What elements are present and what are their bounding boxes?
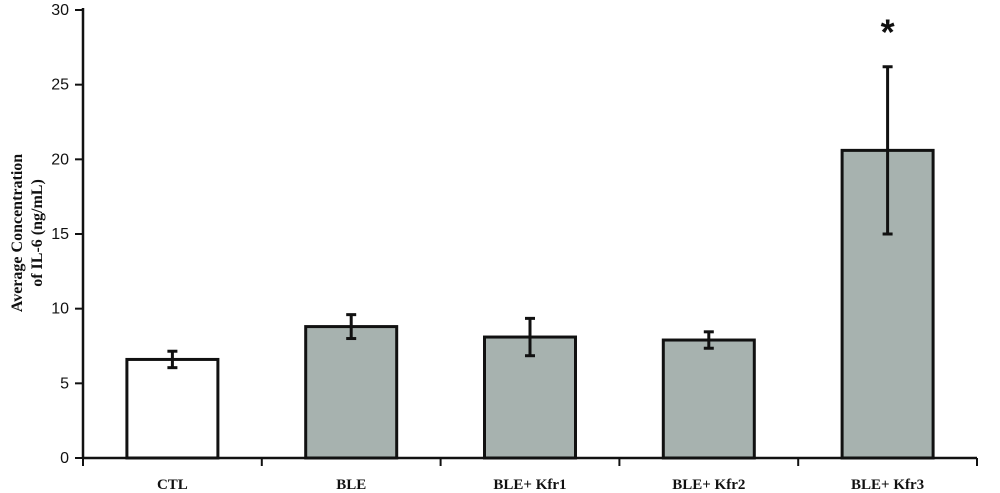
bar-ble-kfr2: [661, 338, 756, 460]
x-category-label: BLE+ Kfr3: [851, 477, 924, 493]
x-category-label: BLE: [336, 477, 366, 493]
y-axis-title-line-1: Average Concentration: [9, 154, 26, 312]
bar-ble: [304, 325, 399, 460]
x-category-label: CTL: [157, 477, 188, 493]
x-category-label: BLE+ Kfr2: [672, 477, 745, 493]
y-tick-label: 5: [60, 375, 69, 392]
bar-ctl: [125, 357, 220, 460]
y-axis-title: Average Concentration of IL-6 (ng/mL): [9, 154, 46, 312]
y-tick-label: 25: [51, 77, 69, 94]
x-category-label: BLE+ Kfr1: [493, 477, 566, 493]
y-tick-label: 0: [60, 450, 69, 467]
y-tick-label: 20: [51, 151, 69, 168]
y-tick-label: 10: [51, 301, 69, 318]
y-tick-label: 30: [51, 2, 69, 19]
significance-annotation: *: [881, 12, 895, 53]
y-axis-title-line-2: of IL-6 (ng/mL): [29, 179, 46, 287]
y-tick-label: 15: [51, 226, 69, 243]
